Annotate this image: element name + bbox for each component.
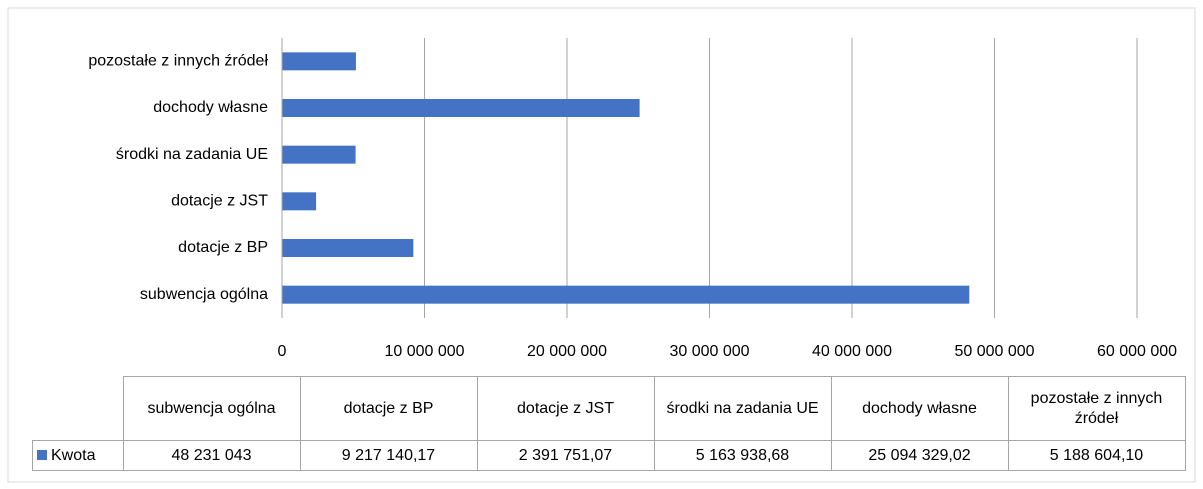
- y-tick-label: dochody własne: [153, 99, 268, 116]
- x-tick-label: 40 000 000: [812, 343, 892, 360]
- bar: [282, 52, 356, 71]
- x-tick-label: 10 000 000: [384, 343, 464, 360]
- bar: [282, 285, 970, 304]
- x-tick-label: 50 000 000: [954, 343, 1034, 360]
- table-value-cell: 9 217 140,17: [299, 440, 478, 471]
- legend-key: [37, 449, 47, 460]
- table-value-cell: 5 188 604,10: [1007, 440, 1186, 471]
- y-tick-label: dotacje z JST: [171, 193, 268, 210]
- y-tick-label: pozostałe z innych źródeł: [88, 53, 268, 70]
- table-header-row: subwencja ogólna dotacje z BP dotacje z JS…: [32, 376, 1186, 441]
- x-tick-label: 0: [278, 343, 287, 360]
- table-header-cell: pozostałe z innych źródeł: [1007, 376, 1186, 441]
- x-tick-label: 30 000 000: [669, 343, 749, 360]
- data-table: subwencja ogólna dotacje z BP dotacje z JS…: [32, 376, 1186, 471]
- bar: [282, 99, 640, 117]
- bar: [282, 145, 356, 164]
- table-value-cell: 25 094 329,02: [830, 440, 1009, 471]
- table-header-cell: dochody własne: [830, 376, 1009, 441]
- table-header-cell: dotacje z BP: [299, 376, 478, 441]
- legend-label: Kwota: [51, 446, 96, 464]
- y-tick-label: dotacje z BP: [178, 239, 268, 256]
- chart-frame: [7, 7, 1196, 483]
- bar: [282, 239, 414, 257]
- table-value-cell: 5 163 938,68: [653, 440, 832, 471]
- table-header-cell: dotacje z JST: [476, 376, 655, 441]
- legend-cell: Kwota: [32, 440, 124, 471]
- table-header-cell: środki na zadania UE: [653, 376, 832, 441]
- bar: [282, 192, 317, 211]
- table-value-cell: 48 231 043: [122, 440, 301, 471]
- table-data-row: Kwota 48 231 043 9 217 140,17 2 391 751,07 5…: [32, 440, 1186, 471]
- y-tick-label: środki na zadania UE: [116, 146, 268, 163]
- x-tick-label: 20 000 000: [527, 343, 607, 360]
- table-value-cell: 2 391 751,07: [476, 440, 655, 471]
- y-tick-label: subwencja ogólna: [140, 286, 268, 303]
- table-corner: [32, 376, 124, 441]
- table-header-cell: subwencja ogólna: [122, 376, 301, 441]
- x-tick-label: 60 000 000: [1097, 343, 1177, 360]
